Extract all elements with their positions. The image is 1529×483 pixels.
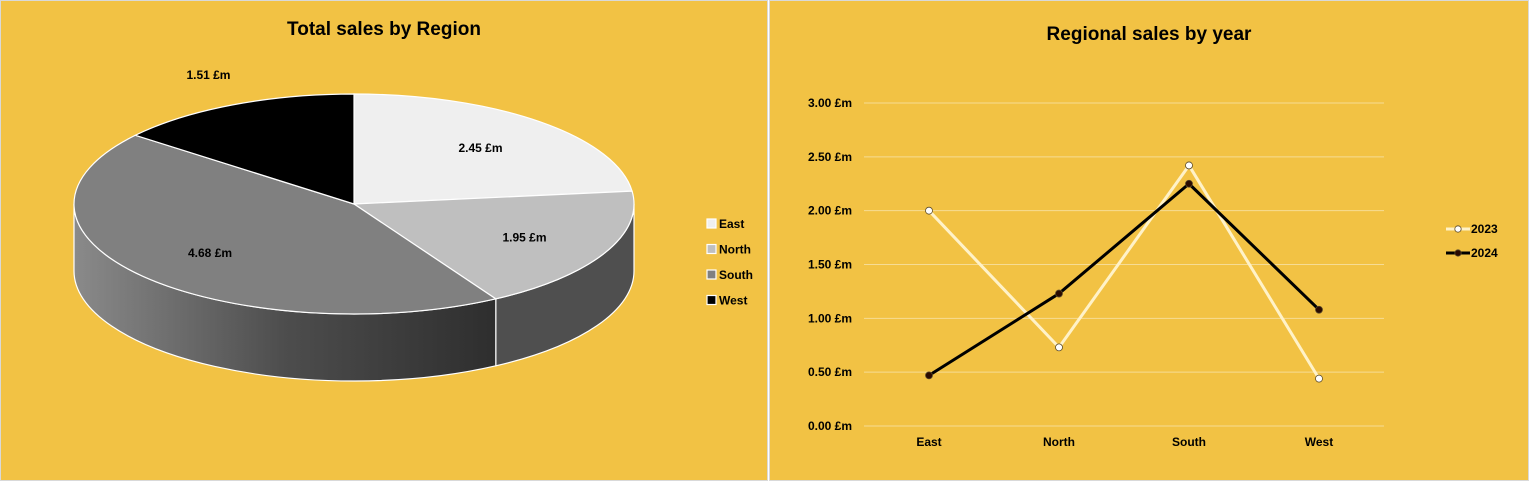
- series-line-2024: [928, 182, 1321, 377]
- legend-marker: [1454, 225, 1462, 233]
- series-2023: [925, 161, 1323, 383]
- y-tick-label: 0.50 £m: [808, 365, 852, 379]
- y-tick-label: 3.00 £m: [808, 96, 852, 110]
- pie-legend-item: North: [706, 243, 751, 257]
- pie-chart-panel: Total sales by Region 2.45 £m 1.95 £m 4.68…: [0, 0, 768, 481]
- series-2024: [925, 179, 1323, 380]
- series-line-2023: [927, 163, 1321, 380]
- line-chart: 0.00 £m 0.50 £m 1.00 £m 1.50 £m 2.00 £m 2.50 …: [808, 96, 1498, 449]
- y-tick-label: 2.00 £m: [808, 204, 852, 218]
- pie-legend-swatch: [706, 294, 717, 306]
- pie-data-label: 4.68 £m: [188, 246, 232, 260]
- line-legend-label: 2024: [1471, 246, 1498, 260]
- pie-data-label: 1.95 £m: [502, 230, 546, 244]
- line-chart-panel: Regional sales by year 0.00 £m 0.50 £m 1.0…: [769, 0, 1529, 481]
- y-axis-tick-labels: 0.00 £m 0.50 £m 1.00 £m 1.50 £m 2.00 £m 2.50 …: [808, 96, 852, 433]
- pie-legend: East North South West: [706, 217, 753, 308]
- pie-data-label: 1.51 £m: [186, 68, 230, 82]
- pie-legend-swatch: [706, 243, 717, 255]
- pie-legend-item: South: [706, 268, 753, 282]
- pie-legend-swatch: [706, 269, 717, 280]
- pie-data-label: 2.45 £m: [458, 141, 502, 155]
- data-point: [1055, 289, 1063, 298]
- y-tick-label: 0.00 £m: [808, 419, 852, 433]
- pie-legend-label: West: [719, 294, 747, 308]
- y-tick-label: 1.50 £m: [808, 258, 852, 272]
- pie-legend-label: North: [719, 243, 751, 257]
- pie-legend-item: East: [706, 217, 744, 231]
- pie-legend-item: West: [706, 294, 747, 308]
- pie-slices: [73, 93, 635, 315]
- line-legend-label: 2023: [1471, 222, 1498, 236]
- pie-legend-swatch: [706, 218, 717, 229]
- x-tick-label: East: [916, 435, 941, 449]
- line-legend-item: 2023: [1446, 222, 1498, 236]
- pie-legend-label: East: [719, 217, 744, 231]
- pie-slice-east: [353, 93, 633, 205]
- data-point: [1185, 161, 1193, 170]
- pie-data-labels: 2.45 £m 1.95 £m 4.68 £m 1.51 £m: [186, 68, 546, 260]
- pie-legend-label: South: [719, 268, 753, 282]
- line-chart-title: Regional sales by year: [1046, 24, 1252, 45]
- line-legend-item: 2024: [1446, 246, 1498, 260]
- data-point: [1315, 374, 1323, 383]
- data-point: [1315, 305, 1323, 314]
- x-axis-tick-labels: East North South West: [916, 435, 1333, 449]
- y-tick-label: 1.00 £m: [808, 311, 852, 325]
- data-point: [925, 206, 933, 215]
- data-point: [925, 371, 933, 380]
- x-tick-label: South: [1172, 435, 1206, 449]
- x-tick-label: North: [1043, 435, 1075, 449]
- legend-marker: [1454, 249, 1462, 257]
- pie-slice-south: [73, 134, 498, 315]
- y-tick-label: 2.50 £m: [808, 150, 852, 164]
- x-tick-label: West: [1305, 435, 1333, 449]
- pie-slice-north: [352, 190, 635, 300]
- data-point: [1185, 179, 1193, 188]
- pie-chart-title: Total sales by Region: [287, 19, 481, 40]
- pie-slice-west: [133, 93, 355, 205]
- gridlines: [864, 102, 1384, 427]
- pie-chart: 2.45 £m 1.95 £m 4.68 £m 1.51 £m East North Sou…: [73, 68, 753, 382]
- data-point: [1055, 343, 1063, 352]
- line-legend: 2023 2024: [1446, 222, 1498, 260]
